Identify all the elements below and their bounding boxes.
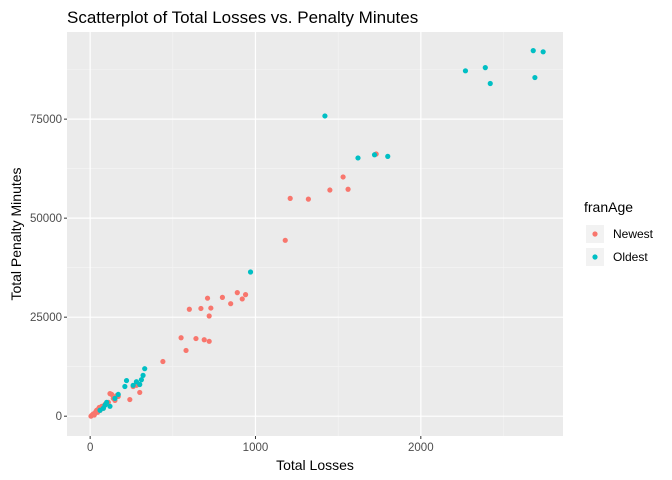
point-oldest bbox=[322, 113, 328, 119]
x-axis-ticks: 0 1000 2000 bbox=[87, 436, 434, 454]
y-tick-label: 75000 bbox=[30, 114, 62, 126]
x-tick-label: 1000 bbox=[243, 442, 269, 454]
point-oldest bbox=[140, 372, 146, 378]
legend: franAge Newest Oldest bbox=[584, 199, 654, 266]
legend-title: franAge bbox=[584, 199, 633, 215]
point-newest bbox=[345, 186, 351, 192]
point-oldest bbox=[247, 269, 254, 275]
point-newest bbox=[109, 391, 115, 398]
legend-label-newest: Newest bbox=[613, 227, 654, 241]
point-newest bbox=[208, 305, 214, 311]
point-newest bbox=[287, 195, 293, 201]
chart-title: Scatterplot of Total Losses vs. Penalty … bbox=[67, 8, 418, 27]
point-newest bbox=[234, 290, 240, 296]
point-oldest bbox=[371, 152, 378, 158]
point-oldest bbox=[462, 68, 469, 74]
point-oldest bbox=[122, 383, 128, 390]
y-axis-title: Total Penalty Minutes bbox=[8, 167, 24, 300]
point-oldest bbox=[385, 153, 391, 159]
point-newest bbox=[239, 296, 245, 302]
point-newest bbox=[228, 301, 234, 307]
point-oldest bbox=[104, 399, 110, 405]
grid-lines bbox=[67, 32, 563, 436]
point-oldest bbox=[138, 377, 144, 383]
legend-swatch-oldest bbox=[592, 254, 598, 260]
point-newest bbox=[206, 338, 212, 344]
point-newest bbox=[242, 292, 249, 298]
point-newest bbox=[160, 358, 166, 365]
point-newest bbox=[204, 295, 211, 301]
legend-swatch-newest bbox=[592, 231, 598, 237]
point-newest bbox=[201, 337, 207, 343]
point-newest bbox=[282, 237, 288, 243]
point-oldest bbox=[123, 377, 130, 384]
point-oldest bbox=[112, 395, 118, 401]
x-tick-label: 2000 bbox=[408, 442, 434, 454]
point-newest bbox=[183, 347, 189, 354]
point-oldest bbox=[487, 80, 493, 87]
point-newest bbox=[327, 187, 333, 193]
point-newest bbox=[186, 306, 192, 312]
point-oldest bbox=[355, 155, 361, 161]
point-oldest bbox=[540, 49, 546, 55]
point-oldest bbox=[142, 366, 148, 372]
y-tick-label: 50000 bbox=[30, 213, 62, 225]
plot-panel bbox=[67, 32, 563, 436]
point-oldest bbox=[530, 48, 536, 54]
x-tick-label: 0 bbox=[87, 442, 93, 454]
data-points bbox=[88, 48, 546, 419]
legend-label-oldest: Oldest bbox=[613, 250, 648, 264]
point-newest bbox=[127, 396, 133, 403]
point-oldest bbox=[115, 391, 121, 398]
point-newest bbox=[137, 389, 143, 396]
point-oldest bbox=[130, 382, 136, 388]
point-newest bbox=[198, 305, 204, 312]
point-newest bbox=[305, 196, 311, 202]
point-newest bbox=[206, 313, 212, 319]
x-axis-title: Total Losses bbox=[276, 457, 354, 473]
point-newest bbox=[340, 174, 346, 180]
point-newest bbox=[193, 335, 199, 342]
point-newest bbox=[178, 335, 184, 341]
point-newest bbox=[219, 294, 226, 300]
point-oldest bbox=[482, 65, 488, 71]
y-axis-ticks: 0 25000 50000 75000 bbox=[30, 114, 67, 423]
point-oldest bbox=[532, 74, 538, 81]
point-oldest bbox=[107, 403, 113, 409]
y-tick-label: 0 bbox=[56, 411, 62, 423]
y-tick-label: 25000 bbox=[30, 312, 62, 324]
point-oldest bbox=[137, 381, 143, 388]
